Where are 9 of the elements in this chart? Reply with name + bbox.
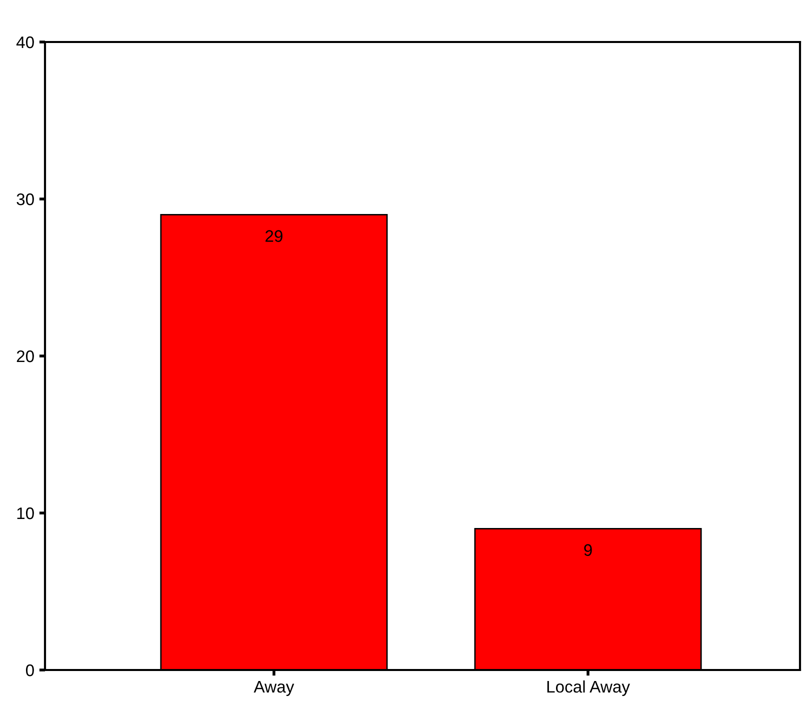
y-tick-label: 0: [26, 664, 34, 676]
data-label: 29: [266, 230, 282, 242]
y-tick-label: 10: [17, 507, 34, 520]
y-tick-label: 30: [16, 193, 34, 206]
y-tick-label: 20: [16, 350, 34, 362]
y-tick-label: 40: [16, 36, 34, 48]
data-label: 9: [584, 544, 592, 556]
x-tick-label: Local Away: [547, 680, 630, 696]
x-tick-label: Away: [254, 681, 294, 696]
